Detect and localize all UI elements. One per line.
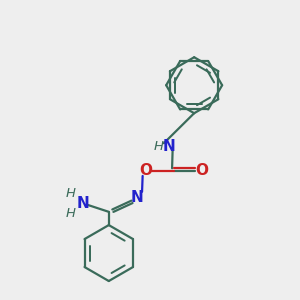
Text: H: H <box>65 187 76 200</box>
Text: H: H <box>65 207 76 220</box>
Text: N: N <box>130 190 143 205</box>
Text: N: N <box>76 196 89 211</box>
Text: N: N <box>163 139 175 154</box>
Text: O: O <box>139 163 152 178</box>
Text: H: H <box>154 140 164 153</box>
Text: O: O <box>195 163 208 178</box>
